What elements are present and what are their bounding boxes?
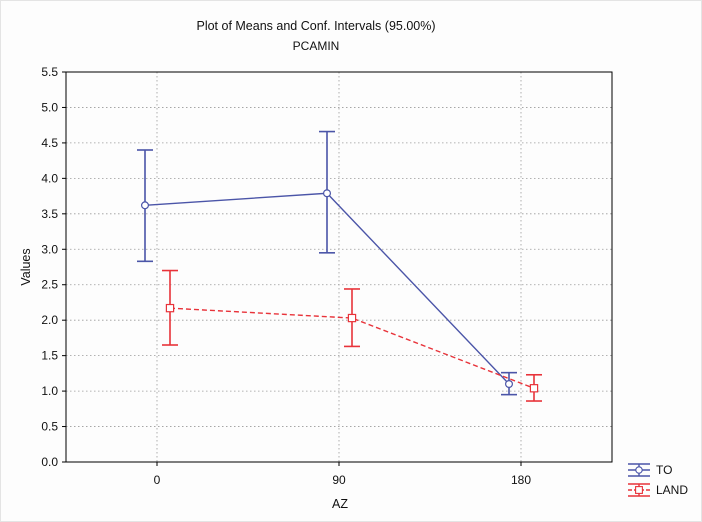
y-tick-label: 2.5 [41,278,58,292]
x-axis-label: AZ [332,497,348,511]
series-to [137,130,517,396]
legend-marker [635,486,643,494]
x-tick-label: 180 [511,473,531,487]
data-point [323,189,332,198]
y-tick-label: 0.0 [41,455,58,469]
data-point [165,303,175,313]
grid-lines [66,72,612,462]
y-tick-label: 1.5 [41,349,58,363]
series-line-land [169,307,535,389]
y-tick-label: 4.5 [41,136,58,150]
x-tick-label: 90 [332,473,346,487]
chart-title: Plot of Means and Conf. Intervals (95.00… [196,19,435,33]
legend-item-to: TO [628,463,672,477]
legend-marker [635,466,643,474]
x-tick-label: 0 [154,473,161,487]
y-tick-label: 2.0 [41,313,58,327]
axes: 0.0 0.5 1.0 1.5 2.0 2.5 3.0 3.5 4.0 4.5 5.0 5.5 0 90 1… [41,65,531,487]
series-group [137,130,542,402]
y-tick-label: 4.0 [41,171,58,185]
chart-subtitle: PCAMIN [293,39,340,53]
plot-frame [65,71,613,463]
data-point [347,313,357,323]
series-land [162,269,542,402]
y-tick-label: 3.0 [41,242,58,256]
y-tick-label: 5.0 [41,100,58,114]
y-tick-label: 5.5 [41,65,58,79]
data-point [505,380,514,389]
y-tick-label: 3.5 [41,207,58,221]
legend-item-land: LAND [628,483,688,497]
legend-label: LAND [656,483,688,497]
legend: TO LAND [628,463,688,497]
y-tick-label: 0.5 [41,420,58,434]
data-point [141,201,150,210]
legend-label: TO [656,463,672,477]
data-point [529,384,539,393]
y-axis-label: Values [19,248,33,285]
y-tick-label: 1.0 [41,384,58,398]
